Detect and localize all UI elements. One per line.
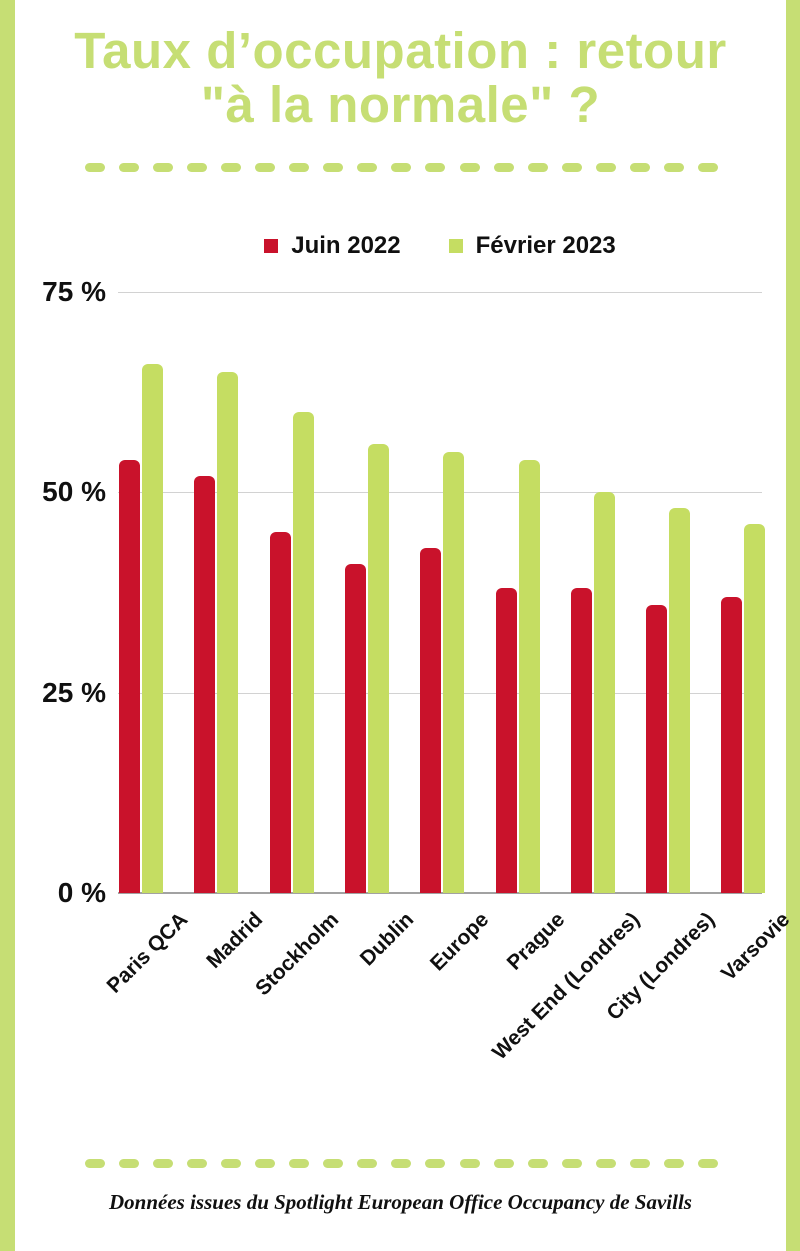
dash-segment <box>697 163 718 172</box>
dash-segment <box>221 1159 242 1168</box>
dash-segment <box>629 163 650 172</box>
dash-segment <box>391 163 412 172</box>
bar-fevrier-2023 <box>518 460 540 893</box>
bar-fevrier-2023 <box>443 452 465 893</box>
bar-juin-2022 <box>646 604 668 893</box>
x-axis-label: West End (Londres) <box>487 908 645 1065</box>
x-axis-label: Dublin <box>355 908 419 971</box>
dash-segment <box>187 1159 208 1168</box>
dash-segment <box>289 1159 310 1168</box>
gridline-75pct <box>118 292 762 293</box>
bar-fevrier-2023 <box>669 508 691 893</box>
y-tick-label: 75 % <box>42 276 106 307</box>
bar-juin-2022 <box>194 476 216 893</box>
x-axis-label: Paris QCA <box>102 908 193 998</box>
page-title: Taux d’occupation : retour "à la normale… <box>15 22 786 134</box>
dash-segment <box>561 163 582 172</box>
dash-segment <box>595 163 616 172</box>
dash-segment <box>289 163 310 172</box>
source-note: Données issues du Spotlight European Off… <box>109 1190 692 1214</box>
dash-segment <box>561 1159 582 1168</box>
gridline-0pct <box>118 892 762 894</box>
y-tick-label: 0 % <box>57 877 106 908</box>
bar-fevrier-2023 <box>593 492 615 893</box>
legend-item: Juin 2022 <box>264 232 401 260</box>
dash-segment <box>119 163 140 172</box>
dash-segment <box>527 1159 548 1168</box>
legend-label: Juin 2022 <box>291 232 401 259</box>
dash-segment <box>663 1159 684 1168</box>
dash-segment <box>323 163 344 172</box>
dash-segment <box>425 163 446 172</box>
title-line-1: Taux d’occupation : retour <box>74 22 727 79</box>
dash-segment <box>85 1159 105 1168</box>
dash-segment <box>663 163 684 172</box>
right-border <box>786 0 800 1251</box>
y-tick-label: 25 % <box>42 676 106 708</box>
y-tick-label: 50 % <box>42 476 106 508</box>
dash-segment <box>357 163 378 172</box>
dash-segment <box>629 1159 650 1168</box>
bottom-dashed-divider <box>85 1159 718 1168</box>
dash-segment <box>221 163 242 172</box>
dash-segment <box>527 163 548 172</box>
top-dashed-divider <box>85 163 718 172</box>
dash-segment <box>153 163 174 172</box>
chart-legend: Juin 2022 Février 2023 <box>118 232 762 260</box>
dash-segment <box>493 1159 514 1168</box>
dash-segment <box>153 1159 174 1168</box>
bar-fevrier-2023 <box>744 524 766 893</box>
dash-segment <box>187 163 208 172</box>
bar-juin-2022 <box>721 596 743 893</box>
bar-juin-2022 <box>344 564 366 893</box>
x-axis-label: Prague <box>502 908 569 975</box>
bar-fevrier-2023 <box>367 444 389 893</box>
title-line-2: "à la normale" ? <box>200 76 601 134</box>
bar-fevrier-2023 <box>292 412 314 893</box>
dash-segment <box>323 1159 344 1168</box>
gridline-50pct <box>118 492 762 494</box>
x-axis-label: Europe <box>426 908 494 976</box>
bar-fevrier-2023 <box>142 364 163 893</box>
left-border <box>0 0 15 1251</box>
dash-segment <box>595 1159 616 1168</box>
dash-segment <box>119 1159 140 1168</box>
legend-label: Février 2023 <box>475 232 616 259</box>
dash-segment <box>357 1159 378 1168</box>
bar-juin-2022 <box>420 548 442 893</box>
x-axis-label: Varsovie <box>717 908 795 986</box>
legend-swatch <box>448 239 463 253</box>
legend-swatch <box>264 239 279 253</box>
dash-segment <box>459 163 480 172</box>
dash-segment <box>493 163 514 172</box>
bar-juin-2022 <box>269 532 291 893</box>
dash-segment <box>85 163 105 172</box>
dash-segment <box>697 1159 718 1168</box>
legend-item: Février 2023 <box>448 232 616 260</box>
bar-juin-2022 <box>570 588 592 893</box>
x-axis-label: Madrid <box>202 908 268 973</box>
dash-segment <box>255 1159 276 1168</box>
dash-segment <box>425 1159 446 1168</box>
dash-segment <box>459 1159 480 1168</box>
dash-segment <box>255 163 276 172</box>
bar-juin-2022 <box>495 588 517 893</box>
bar-juin-2022 <box>119 460 140 893</box>
bar-fevrier-2023 <box>217 372 239 893</box>
dash-segment <box>391 1159 412 1168</box>
